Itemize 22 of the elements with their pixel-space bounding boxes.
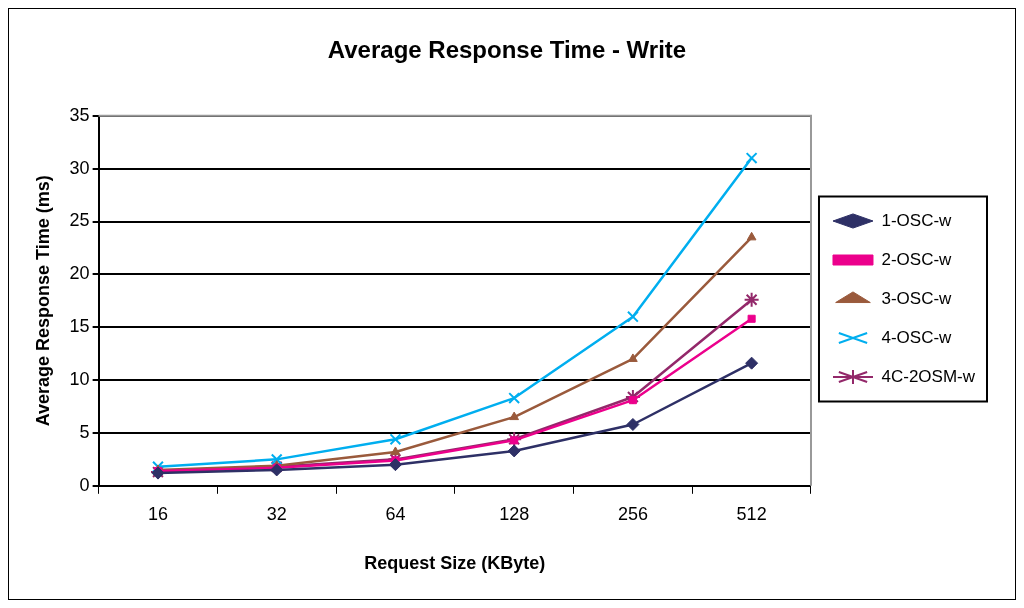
legend-label: 4-OSC-w (881, 327, 953, 347)
x-tick-label: 64 (385, 503, 406, 524)
x-tick-label: 16 (147, 503, 168, 524)
y-axis-title: Average Response Time (ms) (32, 175, 53, 427)
legend-label: 4C-2OSM-w (881, 366, 976, 386)
legend-label: 2-OSC-w (881, 249, 953, 269)
x-tick-label: 32 (266, 503, 287, 524)
y-tick-label: 30 (69, 157, 90, 178)
x-axis-title: Request Size (KByte) (364, 553, 546, 574)
y-tick-label: 10 (69, 369, 90, 390)
y-tick-label: 15 (69, 316, 90, 337)
x-tick-label: 256 (617, 503, 648, 524)
y-tick-label: 0 (79, 474, 90, 495)
y-tick-label: 20 (69, 263, 90, 284)
chart-title: Average Response Time - Write (327, 36, 687, 64)
legend-label: 1-OSC-w (881, 210, 953, 230)
y-tick-label: 35 (69, 104, 90, 125)
x-tick-label: 512 (736, 503, 767, 524)
x-tick-label: 128 (499, 503, 530, 524)
y-tick-label: 25 (69, 210, 90, 231)
y-tick-label: 5 (79, 421, 90, 442)
legend-label: 3-OSC-w (881, 288, 953, 308)
